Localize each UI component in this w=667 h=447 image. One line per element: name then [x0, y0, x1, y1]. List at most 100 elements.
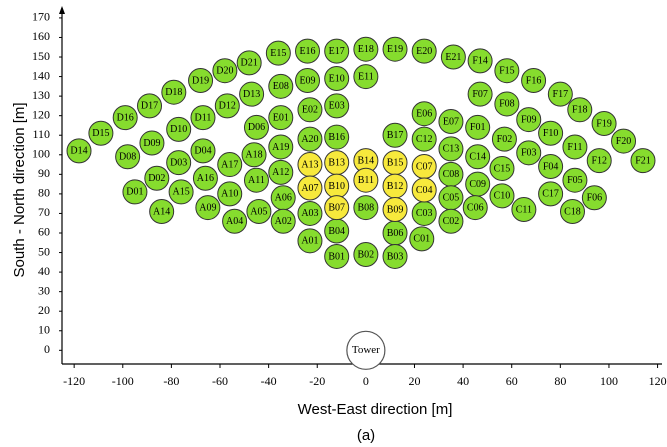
heliostat-label: C17: [542, 189, 559, 200]
y-tick-label: 150: [32, 49, 50, 63]
heliostat: [268, 73, 294, 99]
heliostat-label: F16: [526, 75, 542, 86]
heliostat-label: B01: [328, 251, 345, 262]
y-tick-label: 80: [38, 186, 50, 200]
heliostat: [217, 152, 243, 178]
heliostat-label: A15: [172, 187, 189, 198]
heliostat-label: D15: [92, 128, 109, 139]
y-tick-label: 160: [32, 29, 50, 43]
heliostat: [467, 48, 493, 74]
heliostat-label: B10: [328, 181, 345, 192]
heliostat: [494, 58, 520, 84]
heliostat: [611, 128, 637, 154]
heliostat-label: A07: [301, 183, 318, 194]
heliostat: [212, 58, 238, 84]
heliostat: [465, 114, 491, 140]
heliostat: [222, 208, 248, 234]
heliostat: [511, 197, 537, 223]
heliostat: [297, 126, 323, 152]
x-tick-label: -40: [261, 374, 277, 388]
heliostat: [467, 81, 493, 107]
heliostat-label: E17: [329, 46, 345, 57]
heliostat-label: F06: [587, 193, 603, 204]
y-tick-label: 30: [38, 283, 50, 297]
heliostat: [324, 93, 350, 119]
y-tick-label: 130: [32, 88, 50, 102]
heliostat-label: C18: [564, 206, 581, 217]
heliostat-label: D03: [170, 157, 187, 168]
x-tick-label: 40: [457, 374, 469, 388]
heliostat: [382, 122, 408, 148]
heliostat: [122, 179, 148, 205]
y-tick-label: 70: [38, 205, 50, 219]
heliostat-label: F21: [635, 155, 651, 166]
heliostat-label: B14: [358, 155, 375, 166]
heliostat: [246, 198, 272, 224]
heliostat-label: F20: [616, 136, 632, 147]
heliostat-label: D21: [241, 58, 258, 69]
heliostat: [144, 165, 170, 191]
heliostat-label: B03: [387, 251, 404, 262]
y-tick-label: 90: [38, 166, 50, 180]
heliostat: [562, 134, 588, 160]
heliostat-label: F11: [567, 142, 582, 153]
heliostat-label: E01: [273, 112, 289, 123]
heliostat-label: B15: [387, 157, 404, 168]
heliostat: [411, 38, 437, 64]
heliostat: [516, 107, 542, 133]
heliostat: [161, 79, 187, 105]
heliostat: [88, 120, 114, 146]
y-tick-label: 10: [38, 323, 50, 337]
heliostat: [139, 130, 165, 156]
heliostat: [567, 97, 593, 123]
heliostat-label: F09: [521, 114, 537, 125]
heliostat: [586, 148, 612, 174]
heliostat: [465, 144, 491, 170]
x-tick-label: 100: [600, 374, 618, 388]
heliostat-label: F04: [543, 161, 559, 172]
tower-label: Tower: [352, 344, 380, 356]
heliostat: [297, 200, 323, 226]
heliostat: [236, 50, 262, 76]
heliostat: [538, 154, 564, 180]
y-tick-label: 170: [32, 10, 50, 24]
heliostat: [270, 208, 296, 234]
heliostat-label: D19: [192, 75, 209, 86]
heliostat: [581, 185, 607, 211]
heliostat: [438, 136, 464, 162]
heliostat: [195, 195, 221, 221]
y-tick-label: 110: [32, 127, 50, 141]
heliostat-label: D02: [148, 173, 165, 184]
x-tick-label: 80: [554, 374, 566, 388]
heliostat-label: E02: [302, 105, 318, 116]
heliostat: [411, 126, 437, 152]
heliostat: [547, 81, 573, 107]
heliostat-label: E16: [299, 46, 315, 57]
x-tick-label: 60: [506, 374, 518, 388]
heliostat-label: E21: [445, 52, 461, 63]
heliostat: [491, 126, 517, 152]
heliostat-label: B02: [358, 249, 375, 260]
x-tick-label: -20: [309, 374, 325, 388]
heliostat-label: B04: [328, 226, 345, 237]
heliostat: [188, 67, 214, 93]
heliostat-label: C13: [443, 144, 460, 155]
heliostat-label: A11: [248, 175, 265, 186]
heliostat-label: A03: [301, 208, 318, 219]
heliostat-label: C08: [443, 169, 460, 180]
heliostat: [190, 138, 216, 164]
heliostat-label: C03: [416, 208, 433, 219]
y-tick-label: 100: [32, 147, 50, 161]
heliostat: [489, 183, 515, 209]
heliostat-label: E15: [270, 48, 286, 59]
heliostat-label: F03: [521, 148, 537, 159]
heliostat-label: A20: [301, 134, 318, 145]
heliostat: [265, 40, 291, 66]
heliostat: [521, 67, 547, 93]
heliostat: [324, 124, 350, 150]
heliostat: [217, 181, 243, 207]
y-tick-label: 20: [38, 303, 50, 317]
heliostat: [489, 155, 515, 181]
heliostat: [438, 109, 464, 135]
